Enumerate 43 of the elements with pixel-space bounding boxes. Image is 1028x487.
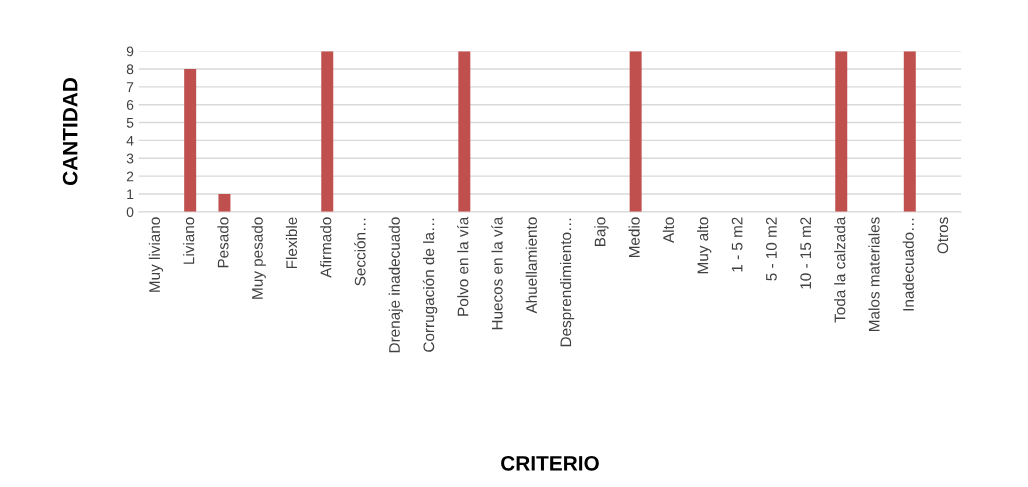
x-tick-label: 1 - 5 m2 <box>731 217 743 272</box>
x-tick-label: Ahuellamiento <box>525 217 537 314</box>
y-tick-label: 5 <box>126 118 134 128</box>
x-tick-label: Medio <box>628 217 640 258</box>
x-tick-label: Muy pesado <box>251 217 266 299</box>
x-tick-label: Muy liviano <box>148 217 164 292</box>
y-tick-label: 6 <box>126 100 134 110</box>
bar <box>458 51 471 212</box>
x-tick-label: Afirmado <box>320 217 332 278</box>
bar <box>321 51 334 212</box>
y-tick-label: 3 <box>126 153 134 164</box>
bar <box>903 51 916 212</box>
x-tick-label: Inadecuado… <box>902 218 914 311</box>
x-tick-label: Polvo en la vía <box>457 216 469 316</box>
x-tick-label: Huecos en la vía <box>491 216 503 330</box>
bar <box>629 51 642 212</box>
y-tick-label: 8 <box>126 64 134 75</box>
bar <box>218 193 231 212</box>
y-axis-title: CANTIDAD <box>62 77 78 186</box>
x-tick-label: Otros <box>937 217 949 254</box>
x-tick-label: Alto <box>662 217 675 243</box>
x-tick-label: 5 - 10 m2 <box>766 217 777 281</box>
x-tick-label: 10 - 15 m2 <box>800 217 812 289</box>
bar <box>835 51 848 212</box>
x-tick-label: Corrugación de la… <box>422 218 438 352</box>
x-tick-label: Toda la calzada <box>834 216 846 323</box>
y-tick-label: 1 <box>127 189 134 200</box>
bar <box>184 68 197 212</box>
y-tick-label: 2 <box>126 171 134 182</box>
x-tick-label: Muy alto <box>697 217 712 274</box>
x-tick-label: Flexible <box>285 217 298 269</box>
x-tick-label: Sección… <box>354 218 366 286</box>
x-tick-label: Desprendimiento… <box>559 218 575 347</box>
x-tick-label: Drenaje inadecuado <box>388 217 403 353</box>
y-tick-label: 7 <box>126 82 134 92</box>
y-tick-label: 0 <box>126 207 134 218</box>
x-tick-label: Liviano <box>183 217 195 264</box>
x-tick-label: Pesado <box>217 217 229 268</box>
x-tick-label: Malos materiales <box>868 217 880 331</box>
x-axis-title: CRITERIO <box>501 455 599 471</box>
y-tick-label: 4 <box>126 135 134 146</box>
y-tick-label: 9 <box>126 46 134 57</box>
x-tick-label: Bajo <box>594 217 609 247</box>
